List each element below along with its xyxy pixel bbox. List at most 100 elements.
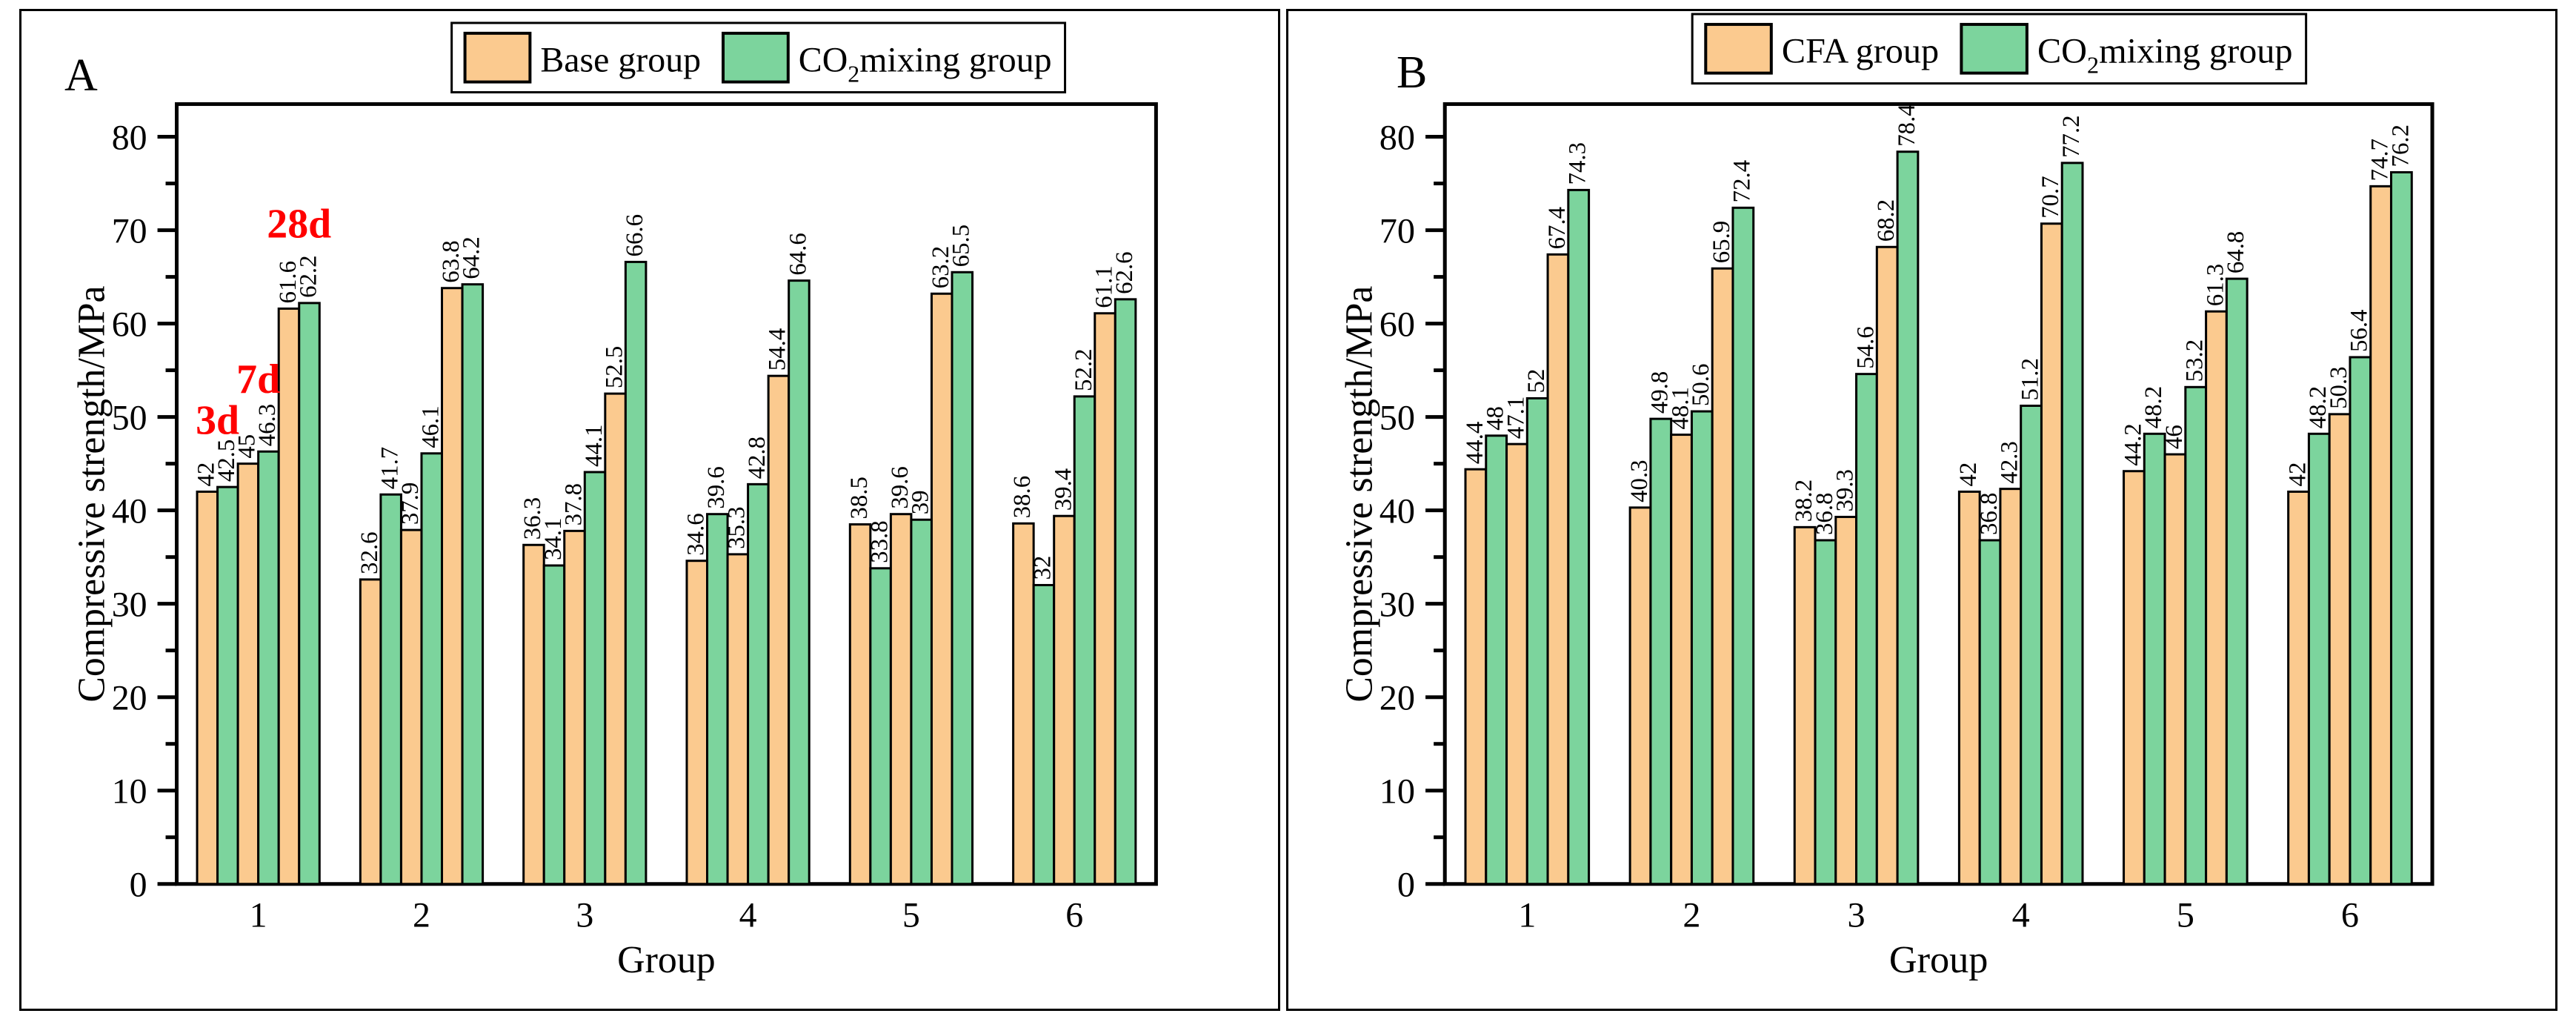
- bar-value-label: 47.1: [1502, 396, 1529, 439]
- bar: [1834, 515, 1858, 886]
- panel-a-letter: A: [64, 50, 98, 101]
- bar: [2123, 470, 2146, 886]
- bar-value-label: 48.2: [2140, 386, 2167, 428]
- bar-value-label: 32.6: [356, 531, 383, 574]
- legend-swatch: [1704, 22, 1773, 75]
- bar: [1012, 522, 1035, 886]
- bar-value-label: 56.4: [2346, 310, 2373, 352]
- bar-value-label: 48.1: [1667, 387, 1694, 429]
- bar-value-label: 38.2: [1791, 480, 1817, 522]
- bar-value-label: 65.9: [1708, 221, 1735, 263]
- bar-value-label: 70.7: [2037, 176, 2064, 218]
- bar-value-label: 64.8: [2223, 231, 2249, 273]
- bar: [1875, 245, 1899, 886]
- x-axis-title: Group: [617, 939, 716, 981]
- bar: [2307, 432, 2331, 886]
- bar: [359, 578, 382, 886]
- bar-value-label: 42: [2284, 462, 2311, 487]
- bar-value-label: 76.2: [2387, 125, 2414, 167]
- bar: [1525, 396, 1549, 886]
- bar: [1896, 150, 1920, 886]
- bar: [420, 452, 444, 886]
- bar-value-label: 63.8: [438, 240, 465, 282]
- bar-value-label: 42: [1955, 462, 1982, 487]
- bar: [1999, 488, 2023, 886]
- bar-value-label: 53.2: [2181, 339, 2208, 382]
- bar: [2184, 385, 2208, 886]
- bar-value-label: 52.2: [1071, 348, 1097, 391]
- bar: [1464, 468, 1488, 886]
- bar-value-label: 46.1: [418, 405, 445, 448]
- bar: [2287, 490, 2310, 886]
- bar-value-label: 74.3: [1564, 142, 1591, 185]
- chart-b-svg: 0 10 20 30 40 50 60 70 80 1 2 3 4 5 6 Group Compressive …: [1338, 13, 2434, 981]
- bar: [583, 471, 607, 886]
- bar: [604, 392, 627, 886]
- bar-value-label: 44.1: [581, 425, 608, 467]
- bar: [1032, 583, 1056, 886]
- bar-value-label: 48: [1482, 406, 1508, 431]
- bar-value-label: 37.9: [397, 482, 424, 525]
- bar-value-label: 78.4: [1894, 104, 1920, 146]
- bar: [2060, 162, 2084, 886]
- y-tick-label: 30: [112, 585, 147, 625]
- bar-value-label: 42.8: [744, 437, 771, 479]
- bar: [1978, 539, 2002, 886]
- bar: [889, 513, 913, 886]
- bar-value-label: 62.6: [1111, 251, 1138, 293]
- bar: [1485, 434, 1508, 886]
- bar: [1567, 188, 1591, 886]
- bar-value-label: 37.8: [560, 483, 587, 525]
- y-tick-label: 80: [112, 119, 147, 158]
- bar-value-label: 65.5: [948, 225, 975, 267]
- bar-value-label: 46: [2161, 425, 2188, 449]
- bar: [2349, 356, 2372, 886]
- bar: [236, 462, 260, 886]
- bar: [216, 485, 239, 886]
- bar: [951, 271, 974, 886]
- bar: [2389, 170, 2413, 886]
- bar-value-label: 39.4: [1050, 468, 1076, 511]
- bar: [277, 307, 301, 886]
- x-tick-label: 6: [2341, 896, 2359, 935]
- bar: [1793, 525, 1817, 886]
- bar: [747, 482, 770, 886]
- y-tick-label: 60: [1379, 305, 1415, 345]
- legend-label: CFA group: [1782, 32, 1939, 71]
- bar: [706, 513, 729, 886]
- bar: [1094, 312, 1116, 886]
- panel-b-letter: B: [1397, 47, 1428, 98]
- bar-value-label: 46.3: [254, 404, 281, 446]
- y-tick-label: 70: [112, 212, 147, 251]
- bar-value-label: 44.4: [1462, 422, 1488, 464]
- bar-value-label: 42: [193, 462, 220, 487]
- bar-value-label: 39.6: [887, 466, 913, 508]
- bar: [1670, 434, 1693, 886]
- panel-a: A 0 10 20 30 40 50 60 70 80 1 2 3 4 5 6 Group Compressiv…: [19, 9, 1280, 1011]
- bar: [1114, 298, 1137, 886]
- bar: [1814, 539, 1837, 886]
- legend-swatch: [1960, 22, 2028, 75]
- x-tick-label: 1: [1518, 896, 1536, 935]
- bar-value-label: 39.6: [703, 466, 730, 508]
- legend-box: [1691, 13, 2308, 85]
- bar-value-label: 34.6: [683, 513, 710, 555]
- legend-box: [450, 21, 1067, 94]
- bar: [1711, 267, 1734, 886]
- bar-value-label: 41.7: [376, 447, 403, 489]
- x-tick-label: 4: [739, 896, 757, 935]
- bar: [910, 518, 933, 886]
- bar: [624, 260, 648, 886]
- x-tick-label: 3: [576, 896, 593, 935]
- y-axis-title: Compressive strength/MPa: [1338, 286, 1380, 703]
- bar-value-label: 35.3: [724, 506, 750, 548]
- x-tick-label: 6: [1065, 896, 1083, 935]
- legend-swatch: [722, 31, 790, 84]
- bar-value-label: 62.2: [295, 255, 322, 297]
- bar-value-label: 64.6: [785, 233, 811, 275]
- y-tick-label: 0: [130, 866, 147, 905]
- bar-value-label: 52.5: [601, 346, 628, 388]
- y-tick-label: 40: [1379, 492, 1415, 531]
- bar-value-label: 33.8: [866, 520, 893, 563]
